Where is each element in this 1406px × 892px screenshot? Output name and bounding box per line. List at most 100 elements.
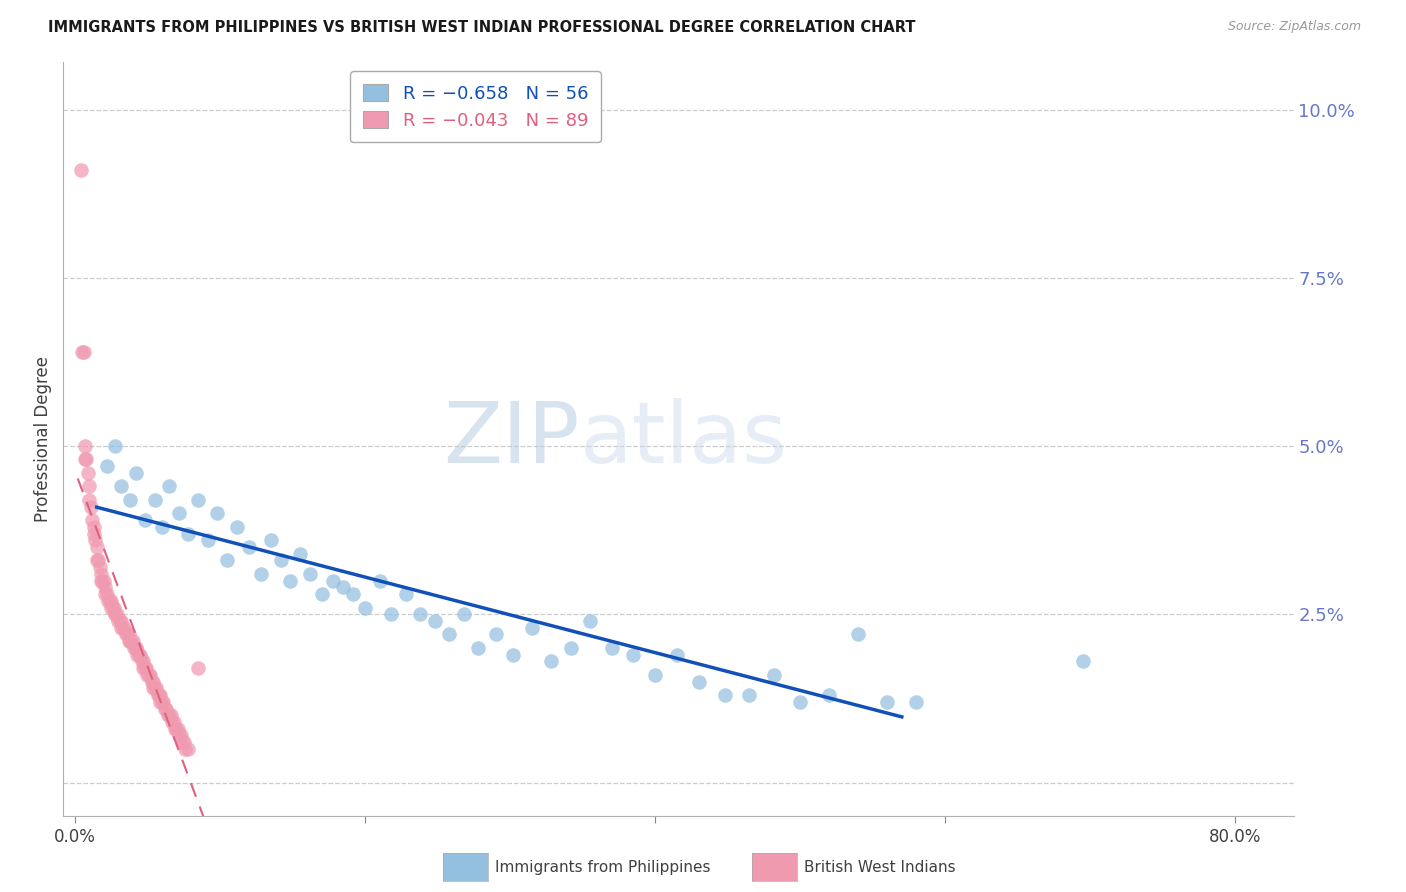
Point: [87, 553, 110, 567]
Point: [520, 621, 543, 635]
Point: [217, 553, 239, 567]
Point: [205, 506, 228, 520]
Point: [118, 492, 141, 507]
Point: [260, 533, 283, 548]
Point: [128, 648, 150, 662]
Point: [93, 574, 115, 588]
Point: [173, 735, 195, 749]
Point: [197, 533, 219, 548]
Point: [167, 722, 190, 736]
Point: [150, 520, 173, 534]
Point: [644, 668, 666, 682]
Point: [104, 607, 127, 622]
Point: [70, 344, 93, 359]
Point: [600, 640, 623, 655]
Point: [83, 520, 105, 534]
Point: [111, 621, 134, 635]
Point: [368, 574, 391, 588]
Point: [270, 553, 292, 567]
Point: [148, 688, 170, 702]
Text: ZIP: ZIP: [443, 398, 579, 481]
Point: [502, 648, 524, 662]
Point: [174, 742, 197, 756]
Point: [110, 614, 132, 628]
Point: [141, 674, 163, 689]
Point: [453, 607, 475, 622]
Point: [110, 479, 132, 493]
Point: [104, 439, 127, 453]
Point: [738, 688, 761, 702]
Point: [160, 714, 183, 729]
Point: [238, 540, 260, 554]
Y-axis label: Professional Degree: Professional Degree: [34, 356, 52, 523]
Point: [132, 661, 155, 675]
Point: [77, 466, 100, 480]
Point: [467, 640, 489, 655]
Point: [100, 600, 122, 615]
Point: [84, 533, 107, 548]
Text: atlas: atlas: [579, 398, 787, 481]
Point: [278, 574, 301, 588]
Point: [145, 681, 167, 696]
Point: [98, 594, 121, 608]
Point: [69, 163, 91, 178]
Point: [152, 695, 174, 709]
Point: [177, 526, 200, 541]
Point: [132, 654, 155, 668]
Point: [288, 547, 311, 561]
Point: [79, 479, 101, 493]
Point: [789, 695, 811, 709]
Point: [124, 640, 146, 655]
Point: [117, 634, 139, 648]
Text: Source: ZipAtlas.com: Source: ZipAtlas.com: [1227, 20, 1361, 33]
Point: [83, 526, 105, 541]
Point: [136, 668, 159, 682]
Point: [187, 661, 209, 675]
Point: [409, 607, 432, 622]
Point: [94, 587, 117, 601]
Point: [90, 566, 112, 581]
Point: [150, 695, 173, 709]
Point: [540, 654, 562, 668]
Point: [876, 695, 898, 709]
Point: [484, 627, 506, 641]
Point: [1071, 654, 1094, 668]
Point: [73, 452, 96, 467]
Point: [142, 681, 165, 696]
Point: [115, 627, 138, 641]
Point: [114, 627, 136, 641]
Point: [763, 668, 786, 682]
Point: [165, 722, 187, 736]
Point: [688, 674, 710, 689]
Point: [72, 344, 94, 359]
Point: [73, 439, 96, 453]
Point: [94, 580, 117, 594]
Point: [172, 735, 194, 749]
Point: [579, 614, 602, 628]
Point: [322, 574, 344, 588]
Point: [118, 634, 141, 648]
Point: [107, 614, 129, 628]
Point: [125, 640, 148, 655]
Point: [97, 594, 120, 608]
Point: [143, 681, 166, 696]
Point: [159, 708, 181, 723]
Point: [86, 540, 108, 554]
Point: [120, 634, 142, 648]
Point: [249, 566, 271, 581]
Point: [149, 695, 172, 709]
Text: British West Indians: British West Indians: [804, 860, 956, 874]
Point: [125, 640, 148, 655]
Point: [80, 500, 103, 514]
Point: [91, 574, 114, 588]
Point: [157, 479, 180, 493]
Point: [127, 648, 149, 662]
Point: [311, 587, 333, 601]
Point: [177, 742, 200, 756]
Point: [298, 566, 321, 581]
Text: Immigrants from Philippines: Immigrants from Philippines: [495, 860, 710, 874]
Point: [163, 722, 186, 736]
Point: [134, 661, 156, 675]
Point: [169, 506, 191, 520]
Point: [125, 466, 148, 480]
